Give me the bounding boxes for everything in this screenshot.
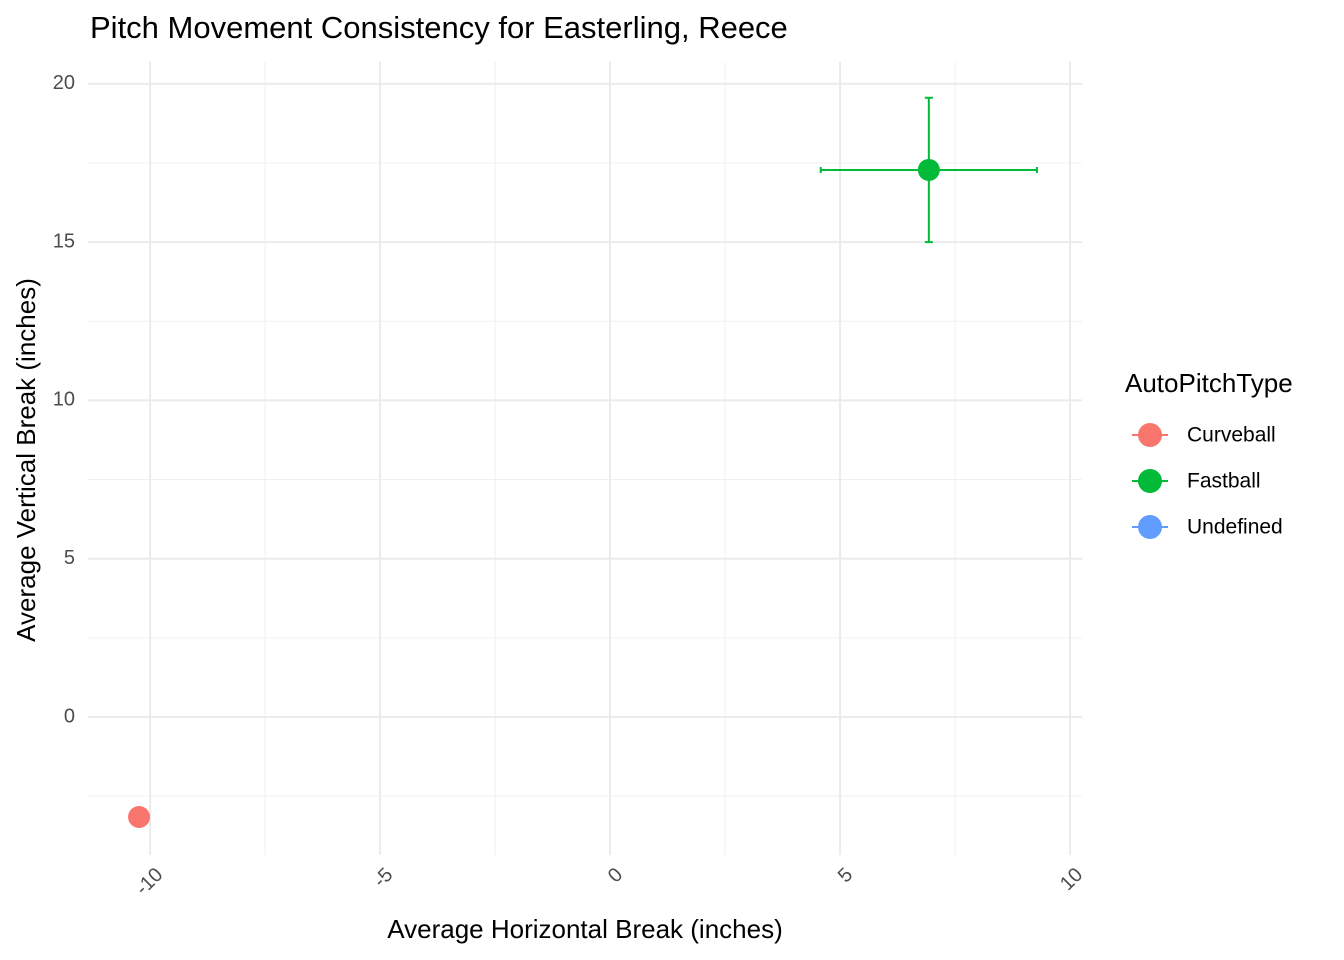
point bbox=[917, 158, 940, 181]
legend-key bbox=[1138, 515, 1162, 539]
y-tick-label: 15 bbox=[53, 230, 75, 252]
legend-label: Fastball bbox=[1187, 470, 1261, 493]
point bbox=[128, 806, 151, 829]
x-tick-label: 10 bbox=[1056, 864, 1087, 895]
x-axis-title: Average Horizontal Break (inches) bbox=[387, 914, 782, 944]
x-tick-label: 0 bbox=[604, 864, 627, 887]
y-axis-title: Average Vertical Break (inches) bbox=[11, 278, 41, 642]
legend-key bbox=[1138, 469, 1162, 493]
y-tick-label: 10 bbox=[53, 389, 75, 411]
y-tick-label: 5 bbox=[64, 547, 75, 569]
x-tick-label: -5 bbox=[369, 864, 397, 892]
x-tick-label: -10 bbox=[131, 864, 167, 900]
chart-title: Pitch Movement Consistency for Easterlin… bbox=[90, 10, 788, 45]
y-tick-label: 0 bbox=[64, 705, 75, 727]
legend-title: AutoPitchType bbox=[1125, 368, 1293, 398]
y-tick-label: 20 bbox=[53, 72, 75, 94]
legend-key bbox=[1138, 423, 1162, 447]
legend-label: Undefined bbox=[1187, 516, 1283, 539]
legend-label: Curveball bbox=[1187, 424, 1276, 447]
x-tick-label: 5 bbox=[834, 864, 857, 887]
